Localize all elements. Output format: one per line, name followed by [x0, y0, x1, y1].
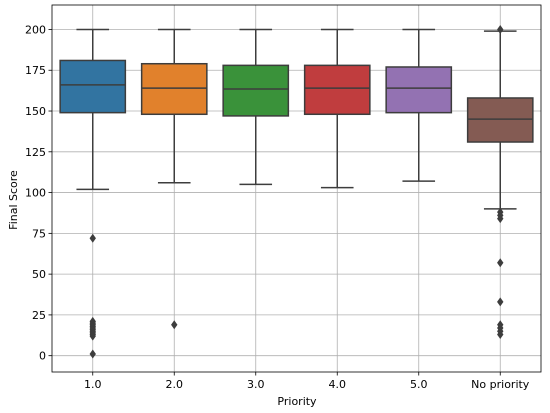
boxes	[59, 24, 534, 359]
x-tick-label: 4.0	[329, 378, 347, 391]
box-group	[59, 28, 127, 359]
box-group	[140, 28, 208, 330]
y-tick-label: 50	[32, 268, 46, 281]
box-iqr	[303, 64, 371, 116]
y-tick-label: 175	[25, 64, 46, 77]
box-iqr	[59, 59, 127, 114]
outlier-point	[497, 24, 504, 34]
y-axis-ticks: 0 25 50 75 100 125 150 175 200	[25, 23, 52, 363]
outlier-point	[89, 233, 96, 243]
outlier-point	[89, 349, 96, 359]
x-axis-ticks: 1.0 2.0 3.0 4.0 5.0 No priority	[84, 372, 530, 391]
y-tick-label: 25	[32, 309, 46, 322]
x-axis-label: Priority	[277, 395, 317, 408]
y-tick-label: 0	[39, 350, 46, 363]
box-group	[466, 24, 534, 339]
plot-frame	[51, 4, 542, 373]
x-tick-label: 5.0	[410, 378, 428, 391]
y-tick-label: 200	[25, 23, 46, 36]
box-group	[385, 28, 453, 182]
outlier-point	[497, 329, 504, 339]
y-tick-label: 75	[32, 227, 46, 240]
x-tick-label: No priority	[471, 378, 530, 391]
outlier-point	[89, 331, 96, 341]
x-tick-label: 2.0	[166, 378, 184, 391]
x-tick-label: 3.0	[247, 378, 265, 391]
outlier-point	[497, 258, 504, 268]
outlier-point	[497, 297, 504, 307]
y-axis-label: Final Score	[7, 170, 20, 230]
box-iqr	[385, 66, 453, 114]
box-group	[222, 28, 290, 186]
box-iqr	[466, 97, 534, 143]
box-iqr	[222, 64, 290, 117]
box-iqr	[140, 62, 208, 116]
outlier-point	[171, 320, 178, 330]
y-tick-label: 150	[25, 105, 46, 118]
x-tick-label: 1.0	[84, 378, 102, 391]
outlier-point	[497, 214, 504, 224]
y-tick-label: 125	[25, 146, 46, 159]
box-group	[303, 28, 371, 189]
y-tick-label: 100	[25, 187, 46, 200]
